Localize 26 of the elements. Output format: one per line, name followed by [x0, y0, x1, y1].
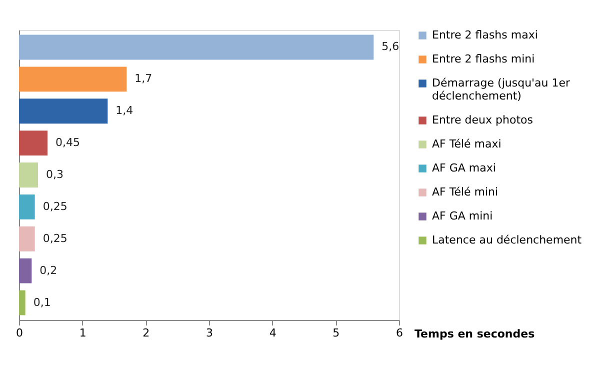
data-label: 5,6: [382, 40, 400, 54]
x-tick-label: 3: [206, 326, 213, 340]
x-axis-title: Temps en secondes: [414, 328, 536, 340]
legend-label: Entre deux photos: [432, 114, 534, 126]
legend-label: Latence au déclenchement: [432, 234, 582, 246]
legend-label: AF GA maxi: [432, 162, 496, 174]
legend-label: AF GA mini: [432, 210, 493, 222]
legend-label: AF Télé mini: [432, 186, 498, 198]
data-label: 0,25: [42, 232, 68, 245]
data-label: 0,1: [33, 296, 51, 309]
x-tick-label: 6: [396, 326, 403, 340]
x-tick-label: 0: [16, 326, 23, 340]
data-label: 0,25: [42, 200, 68, 213]
x-tick-label: 4: [269, 326, 276, 340]
x-tick-label: 5: [332, 326, 340, 340]
legend-label: AF Télé maxi: [432, 138, 502, 150]
data-label: 0,2: [40, 264, 58, 277]
data-label: 1,4: [116, 104, 134, 118]
legend-label: Démarrage (jusqu'au 1er déclenchement): [432, 76, 571, 102]
x-tick-label: 1: [79, 326, 86, 340]
data-label: 0,3: [46, 168, 64, 181]
data-label: 0,45: [56, 136, 80, 150]
x-tick-label: 2: [142, 326, 150, 340]
legend-label: Entre 2 flashs mini: [432, 52, 535, 66]
data-label: 1,7: [134, 72, 152, 86]
legend-label: Entre 2 flashs maxi: [432, 28, 538, 42]
